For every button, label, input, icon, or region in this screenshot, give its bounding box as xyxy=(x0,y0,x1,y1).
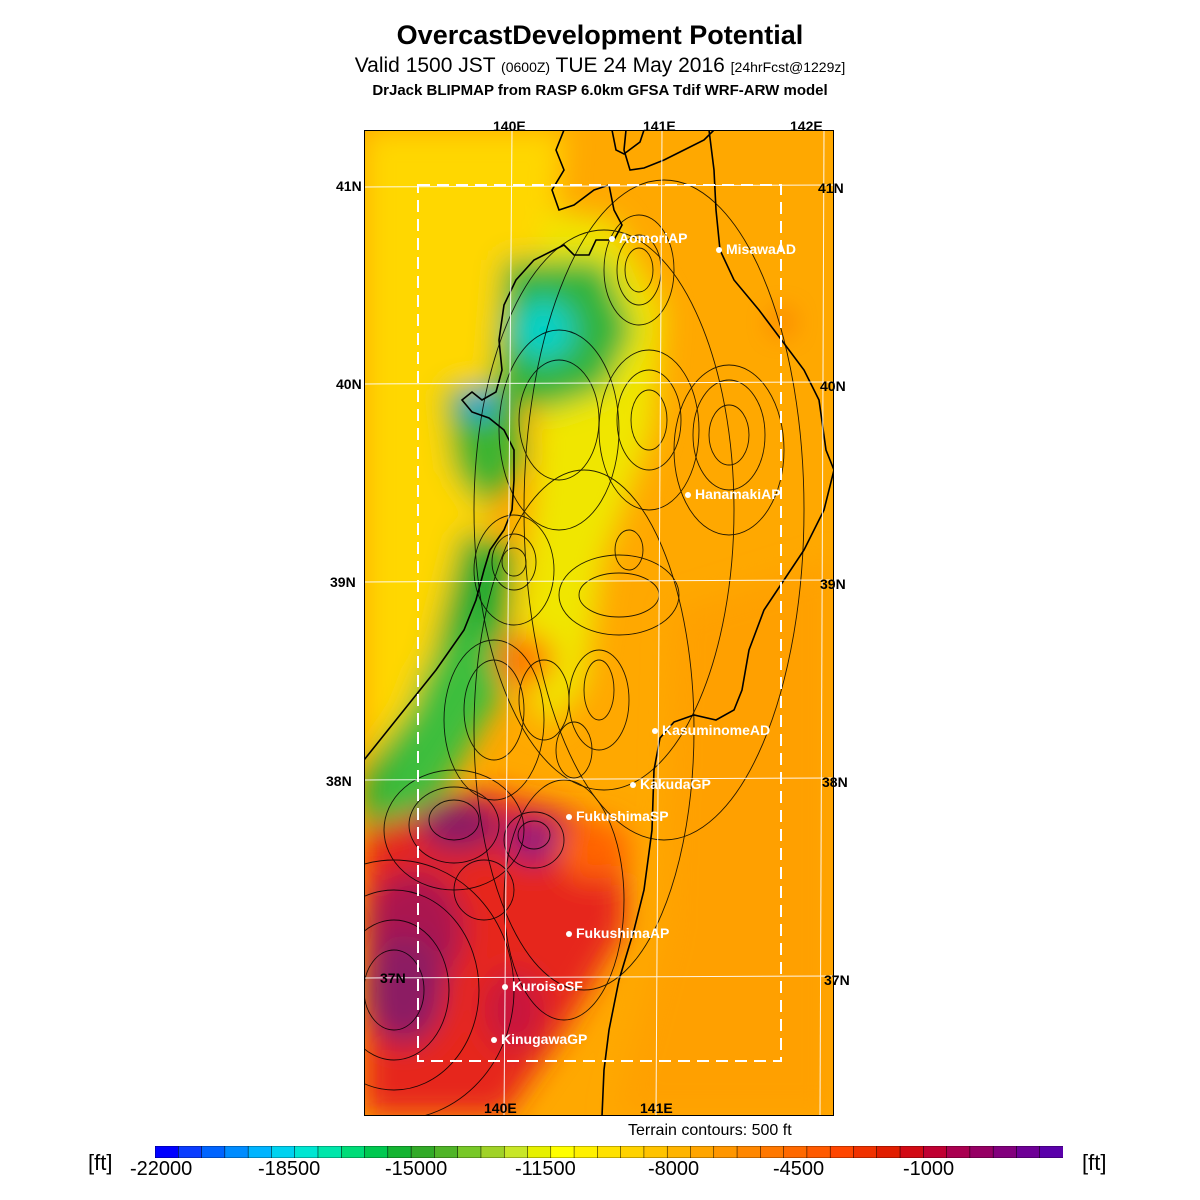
lat-label-right-39: 39N xyxy=(820,576,846,592)
colorbar-swatch xyxy=(550,1146,575,1158)
colorbar-swatch xyxy=(1016,1146,1041,1158)
colorbar-swatch xyxy=(829,1146,855,1158)
valid-time: Valid 1500 JST xyxy=(354,54,496,77)
station-dot xyxy=(566,814,572,821)
station-kuroisosf: KuroisoSF xyxy=(502,978,583,994)
utc-time: (0600Z) xyxy=(501,59,551,75)
colorbar-tick-label: -15000 xyxy=(385,1158,448,1180)
lat-label-left-40: 40N xyxy=(336,376,362,392)
station-dot xyxy=(609,236,615,243)
station-dot xyxy=(716,247,722,254)
colorbar-swatch xyxy=(201,1146,226,1158)
lat-label-left-39: 39N xyxy=(330,574,356,590)
colorbar xyxy=(155,1146,1063,1158)
colorbar-swatch xyxy=(713,1146,738,1158)
lat-label-left-38: 38N xyxy=(326,773,352,789)
colorbar-tick-label: -11500 xyxy=(515,1158,576,1180)
map-title: OvercastDevelopment Potential xyxy=(396,20,804,50)
station-kakudagp: KakudaGP xyxy=(630,776,711,792)
colorbar-unit-right: [ft] xyxy=(1082,1150,1107,1175)
station-dot xyxy=(502,984,508,991)
colorbar-swatch xyxy=(317,1146,343,1158)
lon-label-bottom-141: 141E xyxy=(640,1100,673,1116)
colorbar-tick-label: -8000 xyxy=(648,1158,700,1180)
colorbar-swatch xyxy=(457,1146,482,1158)
lat-label-right-38: 38N xyxy=(822,774,848,790)
terrain-contours xyxy=(364,179,805,1116)
forecast-map xyxy=(364,130,834,1116)
station-kinugawagp: KinugawaGP xyxy=(491,1031,587,1047)
colorbar-swatch xyxy=(876,1146,901,1158)
colorbar-swatch xyxy=(783,1146,808,1158)
colorbar-swatch xyxy=(946,1146,971,1158)
colorbar-swatch xyxy=(597,1146,622,1158)
lat-label-right-37: 37N xyxy=(824,972,850,988)
station-aomoriap: AomoriAP xyxy=(609,230,687,246)
colorbar-swatch xyxy=(294,1146,319,1158)
colorbar-swatch xyxy=(480,1146,505,1158)
valid-date: TUE 24 May 2016 xyxy=(555,54,725,77)
colorbar-tick-label: -18500 xyxy=(258,1158,321,1180)
colorbar-swatch xyxy=(387,1146,412,1158)
map-frame xyxy=(364,130,834,1116)
colorbar-swatch xyxy=(434,1146,459,1158)
colorbar-tick-label: -4500 xyxy=(773,1158,825,1180)
colorbar-tick-label: -1000 xyxy=(903,1158,955,1180)
model-description: DrJack BLIPMAP from RASP 6.0km GFSA Tdif… xyxy=(372,82,828,99)
lat-label-left-37: 37N xyxy=(380,970,406,986)
forecast-info: [24hrFcst@1229z] xyxy=(730,59,846,75)
colorbar-swatch xyxy=(573,1146,599,1158)
color-field xyxy=(364,130,834,1116)
station-dot xyxy=(566,931,572,938)
graticule xyxy=(364,130,834,1116)
station-dot xyxy=(630,782,636,789)
station-fukushimasp: FukushimaSP xyxy=(566,808,669,824)
colorbar-swatch xyxy=(247,1146,273,1158)
colorbar-unit-left: [ft] xyxy=(88,1150,113,1175)
colorbar-swatch xyxy=(736,1146,762,1158)
colorbar-swatch xyxy=(690,1146,715,1158)
station-dot xyxy=(685,492,691,499)
station-kasuminomead: KasuminomeAD xyxy=(652,722,770,738)
colorbar-swatch xyxy=(853,1146,878,1158)
station-dot xyxy=(491,1037,497,1044)
lat-label-right-40: 40N xyxy=(820,378,846,394)
colorbar-swatch xyxy=(271,1146,296,1158)
colorbar-swatch xyxy=(923,1146,948,1158)
colorbar-swatch xyxy=(992,1146,1018,1158)
lat-label-right-41: 41N xyxy=(818,180,844,196)
lon-label-top-140: 140E xyxy=(493,118,526,134)
station-dot xyxy=(652,728,658,735)
colorbar-swatch xyxy=(224,1146,249,1158)
station-fukushimaap: FukushimaAP xyxy=(566,925,669,941)
station-hanamakiap: HanamakiAP xyxy=(685,486,781,502)
colorbar-swatch xyxy=(760,1146,785,1158)
colorbar-swatch xyxy=(666,1146,692,1158)
peninsula xyxy=(611,130,645,155)
valid-time-line: Valid 1500 JST (0600Z) TUE 24 May 2016 [… xyxy=(0,54,1200,78)
inner-domain-box xyxy=(417,184,782,1062)
lon-label-top-142: 142E xyxy=(790,118,823,134)
lon-label-top-141: 141E xyxy=(643,118,676,134)
station-misawaad: MisawaAD xyxy=(716,241,796,257)
colorbar-swatch xyxy=(364,1146,389,1158)
colorbar-swatch xyxy=(969,1146,994,1158)
colorbar-swatch xyxy=(620,1146,645,1158)
colorbar-swatch xyxy=(341,1146,366,1158)
lat-label-left-41: 41N xyxy=(336,178,362,194)
colorbar-swatch xyxy=(503,1146,529,1158)
colorbar-swatch xyxy=(527,1146,552,1158)
colorbar-swatch xyxy=(806,1146,831,1158)
colorbar-swatch xyxy=(155,1146,180,1158)
colorbar-swatch xyxy=(410,1146,436,1158)
colorbar-swatch xyxy=(1039,1146,1063,1158)
colorbar-swatch xyxy=(178,1146,203,1158)
colorbar-swatch xyxy=(899,1146,925,1158)
colorbar-swatch xyxy=(643,1146,668,1158)
colorbar-tick-label: -22000 xyxy=(130,1158,193,1180)
lon-label-bottom-140: 140E xyxy=(484,1100,517,1116)
terrain-contour-note: Terrain contours: 500 ft xyxy=(628,1122,792,1139)
